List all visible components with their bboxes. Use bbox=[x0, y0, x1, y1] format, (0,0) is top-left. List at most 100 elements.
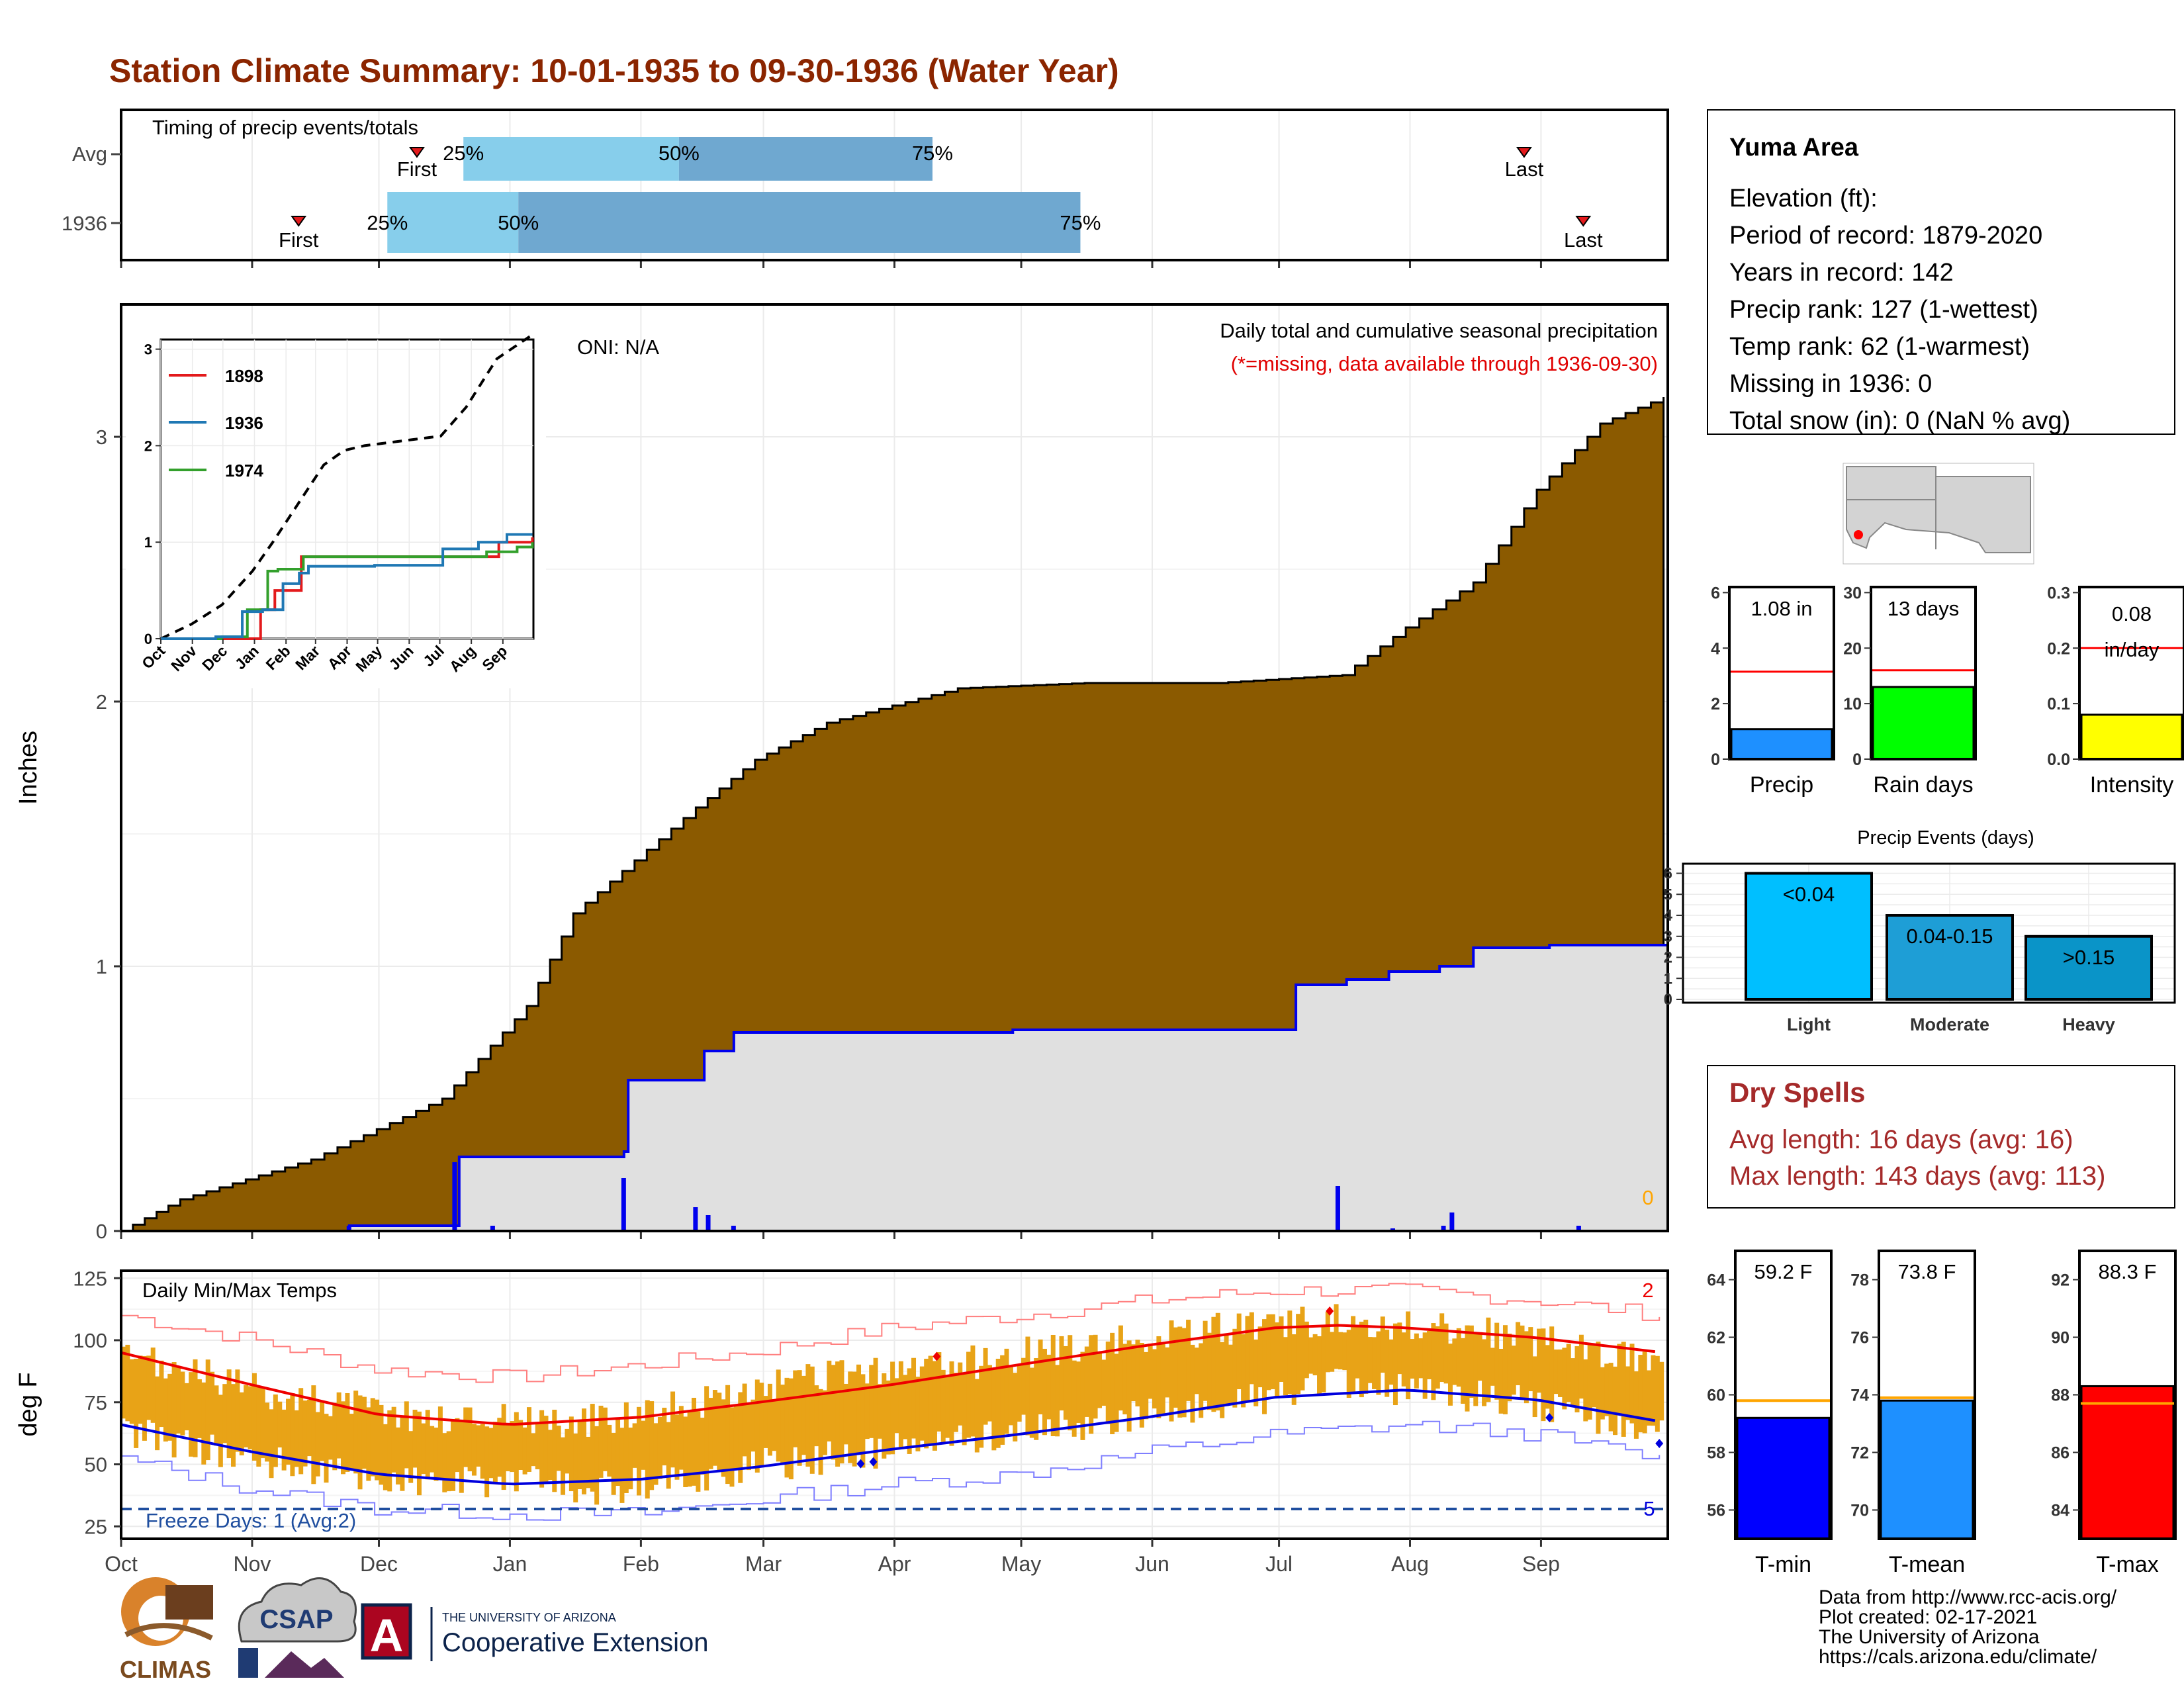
temp-day-bar bbox=[1633, 1371, 1639, 1439]
temp-day-bar bbox=[561, 1437, 566, 1495]
timing-1936-q75-label: 75% bbox=[1060, 211, 1101, 234]
temp-day-bar bbox=[189, 1372, 194, 1457]
tmin-stat-y-axis: 56 58 60 62 64 bbox=[1707, 1271, 1735, 1520]
temp-day-bar bbox=[370, 1398, 375, 1477]
month-tick-label: Jun bbox=[1135, 1552, 1169, 1576]
temp-day-bar bbox=[831, 1365, 836, 1460]
temp-day-bar bbox=[1422, 1332, 1428, 1399]
climas-logo-swoosh bbox=[124, 1623, 213, 1641]
temp-day-bar bbox=[932, 1361, 937, 1451]
temp-day-bar bbox=[488, 1428, 494, 1479]
tmax-stat-bar bbox=[2080, 1385, 2175, 1540]
temp-day-bar bbox=[1253, 1339, 1259, 1406]
temp-day-bar bbox=[1516, 1322, 1521, 1385]
temp-day-bar bbox=[1574, 1346, 1580, 1413]
temp-day-bar bbox=[1397, 1322, 1402, 1375]
temp-day-bar bbox=[1592, 1345, 1597, 1408]
temp-day-bar bbox=[1502, 1325, 1508, 1414]
temp-day-bar bbox=[898, 1361, 903, 1449]
temp-day-bar bbox=[1055, 1365, 1060, 1437]
temp-day-bar bbox=[1388, 1339, 1394, 1385]
temp-day-bar bbox=[602, 1407, 608, 1471]
temp-day-bar bbox=[510, 1421, 515, 1473]
temp-day-bar bbox=[995, 1358, 1001, 1448]
station-line-precip-rank: Precip rank: 127 (1-wettest) bbox=[1729, 296, 2038, 324]
tmin-stat-label: T-min bbox=[1755, 1552, 1811, 1577]
temp-day-bar bbox=[890, 1361, 895, 1455]
temp-day-bar bbox=[733, 1404, 739, 1470]
temp-day-bar bbox=[860, 1374, 866, 1468]
record-low-marker bbox=[1655, 1439, 1664, 1448]
temp-day-bar bbox=[239, 1392, 244, 1455]
temp-day-bar bbox=[1118, 1325, 1123, 1411]
temp-day-bar bbox=[915, 1377, 921, 1451]
temp-day-bar bbox=[1346, 1330, 1351, 1398]
temp-day-bar bbox=[1473, 1333, 1479, 1406]
rain-days-stat-bar bbox=[1872, 686, 1975, 760]
temp-day-bar bbox=[712, 1390, 717, 1466]
temp-day-bar bbox=[1029, 1367, 1034, 1438]
intensity-stat-chart: 0.08 in/day Intensity 0.0 0.1 0.2 0.3 bbox=[2047, 584, 2184, 798]
events-y-tick-label: 2 bbox=[1664, 949, 1672, 967]
freeze-days-label: Freeze Days: 1 (Avg:2) bbox=[146, 1509, 356, 1532]
temp-day-bar bbox=[1583, 1359, 1588, 1422]
temp-day-bar bbox=[1177, 1326, 1183, 1418]
precip-stat-label: Precip bbox=[1750, 772, 1813, 798]
temp-day-bar bbox=[539, 1410, 545, 1488]
timing-1936-last-marker bbox=[1575, 216, 1592, 227]
ua-logo-letter: A bbox=[370, 1610, 404, 1661]
temp-day-bar bbox=[244, 1385, 249, 1447]
temp-day-bar bbox=[1021, 1357, 1026, 1415]
temp-day-bar bbox=[1013, 1373, 1018, 1441]
csap-logo-bars bbox=[238, 1648, 258, 1678]
temp-day-bar bbox=[463, 1407, 469, 1467]
temp-day-bar bbox=[379, 1404, 384, 1485]
intensity-stat-frame bbox=[2078, 586, 2184, 760]
temp-day-bar bbox=[446, 1431, 451, 1492]
precip-panel: Daily total and cumulative seasonal prec… bbox=[15, 303, 1669, 1243]
temp-day-bar bbox=[666, 1422, 671, 1489]
temp-day-bar bbox=[1439, 1313, 1445, 1383]
record-high-marker bbox=[1326, 1306, 1334, 1316]
temp-day-bar bbox=[763, 1396, 768, 1448]
precip-y-tick-label: 1 bbox=[96, 955, 107, 978]
month-axis: Oct Nov Dec Jan Feb Mar Apr May Jun Jul Aug Sep bbox=[105, 1539, 1560, 1576]
temp-day-bar bbox=[1114, 1353, 1119, 1432]
temp-day-bar bbox=[1566, 1344, 1571, 1402]
temp-day-bar bbox=[903, 1375, 908, 1440]
temp-day-bar bbox=[455, 1418, 460, 1473]
temp-day-bar bbox=[759, 1383, 764, 1467]
tmean-stat-bar bbox=[1880, 1399, 1974, 1540]
rain-days-stat-frame bbox=[1870, 586, 1977, 760]
temp-day-bar bbox=[1181, 1328, 1187, 1418]
temp-day-bar bbox=[628, 1428, 633, 1490]
temp-day-bar bbox=[839, 1360, 844, 1464]
temp-day-bar bbox=[1321, 1326, 1326, 1393]
temp-day-bar bbox=[251, 1373, 257, 1461]
temp-day-bar bbox=[598, 1405, 604, 1478]
record-high-count: 2 bbox=[1642, 1279, 1653, 1302]
precip-panel-title: Daily total and cumulative seasonal prec… bbox=[1220, 319, 1658, 342]
temp-day-bar bbox=[818, 1389, 823, 1475]
temp-day-bar bbox=[1139, 1343, 1144, 1428]
temp-day-bar bbox=[222, 1384, 228, 1443]
temp-day-bar bbox=[1228, 1344, 1233, 1405]
temp-day-bar bbox=[687, 1410, 692, 1487]
temp-day-bar bbox=[1443, 1323, 1449, 1384]
precip-daily-bar bbox=[705, 1215, 711, 1231]
record-low-count: 5 bbox=[1643, 1497, 1655, 1520]
temp-day-bar bbox=[674, 1414, 680, 1480]
temp-day-bar bbox=[1553, 1349, 1559, 1394]
precip-stat-chart: 1.08 in Precip 0 2 4 6 bbox=[1711, 584, 1835, 798]
temp-day-bar bbox=[1089, 1335, 1094, 1434]
temp-day-bar bbox=[1080, 1351, 1085, 1440]
temp-day-bar bbox=[1452, 1338, 1457, 1385]
temp-day-bar bbox=[273, 1394, 278, 1467]
temp-day-bar bbox=[506, 1424, 511, 1471]
temp-day-bar bbox=[1308, 1337, 1314, 1374]
temp-stat-y-tick-label: 64 bbox=[1707, 1271, 1725, 1290]
temp-day-bar bbox=[320, 1400, 325, 1461]
temp-day-bar bbox=[678, 1406, 684, 1470]
temp-day-bar bbox=[958, 1362, 963, 1426]
